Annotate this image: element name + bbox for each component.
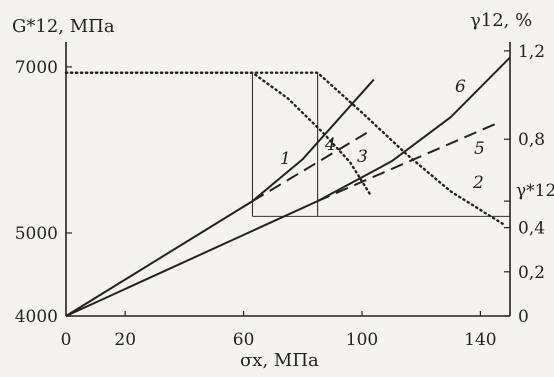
y-left-axis-label-text: G*12, МПа	[12, 16, 115, 37]
y-right-axis-label: γ12, %	[470, 10, 532, 31]
series-5-line	[317, 120, 502, 203]
y-right-tick-label: 0	[518, 307, 529, 327]
series-4-label: 4	[324, 135, 336, 155]
x-axis-label: σx, МПа	[240, 350, 319, 371]
y-left-axis-label: G*12, МПа	[12, 16, 115, 37]
y-left-tick-label: 4000	[15, 307, 58, 327]
y-right-tick-label: 1,2	[518, 42, 545, 62]
y-left-tick-label: 5000	[15, 224, 58, 244]
gamma-star-marker-text: γ*12	[516, 181, 554, 201]
curve-labels: 1 2 3 4 5 6	[280, 77, 485, 193]
x-tick-label: 100	[346, 330, 378, 350]
series-6-line	[65, 56, 511, 317]
y-right-tick-label: 0,8	[518, 130, 545, 150]
x-tick-label: 20	[114, 330, 136, 350]
series-1-label: 1	[280, 149, 291, 169]
x-axis-label-text: σx, МПа	[240, 350, 319, 371]
guide-lines	[251, 72, 510, 217]
series-2-line	[64, 71, 506, 226]
series-5-label: 5	[474, 139, 485, 159]
y-right-axis-label-text: γ12, %	[470, 10, 532, 31]
axes	[65, 42, 511, 317]
curves	[64, 56, 511, 317]
y-right-tick-label: 0,4	[518, 219, 545, 239]
series-6-label: 6	[455, 77, 466, 97]
x-tick-label: 60	[233, 330, 255, 350]
y-right-tick-label: 0,2	[518, 263, 545, 283]
series-3-line	[251, 129, 372, 202]
gamma-star-marker-label: γ*12	[516, 181, 554, 201]
y-left-tick-label: 7000	[15, 58, 58, 78]
x-tick-label: 140	[464, 330, 496, 350]
x-tick-label: 0	[61, 330, 72, 350]
ticks: 0 20 60 100 140 4000 5000 7000 0 0,2 0,4 0,8 1,2	[15, 42, 545, 350]
series-4-line	[65, 78, 375, 317]
series-3-label: 3	[357, 147, 368, 167]
series-2-label: 2	[472, 173, 484, 193]
